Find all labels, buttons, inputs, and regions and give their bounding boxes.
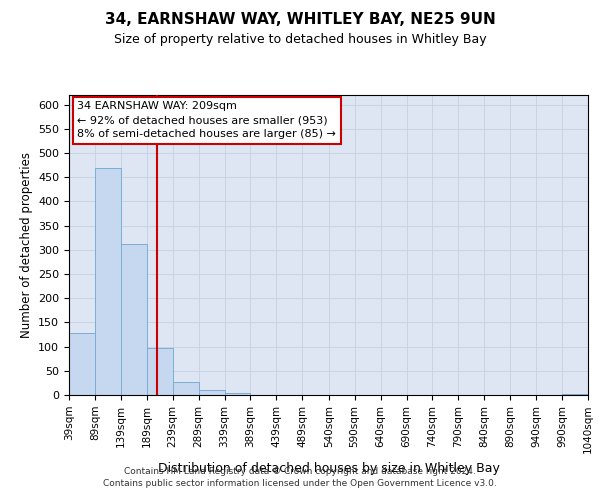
Bar [121, 244, 147, 395]
Text: 34 EARNSHAW WAY: 209sqm
← 92% of detached houses are smaller (953)
8% of semi-de: 34 EARNSHAW WAY: 209sqm ← 92% of detache… [77, 102, 336, 140]
Text: Contains HM Land Registry data © Crown copyright and database right 2024.
Contai: Contains HM Land Registry data © Crown c… [103, 466, 497, 487]
X-axis label: Distribution of detached houses by size in Whitley Bay: Distribution of detached houses by size … [158, 462, 499, 474]
Y-axis label: Number of detached properties: Number of detached properties [20, 152, 32, 338]
Text: Size of property relative to detached houses in Whitley Bay: Size of property relative to detached ho… [113, 32, 487, 46]
Bar [147, 348, 173, 395]
Bar [69, 333, 95, 395]
Bar [199, 390, 224, 395]
Bar [95, 168, 121, 395]
Bar [173, 382, 199, 395]
Text: 34, EARNSHAW WAY, WHITLEY BAY, NE25 9UN: 34, EARNSHAW WAY, WHITLEY BAY, NE25 9UN [104, 12, 496, 28]
Bar [562, 394, 588, 395]
Bar [224, 392, 250, 395]
